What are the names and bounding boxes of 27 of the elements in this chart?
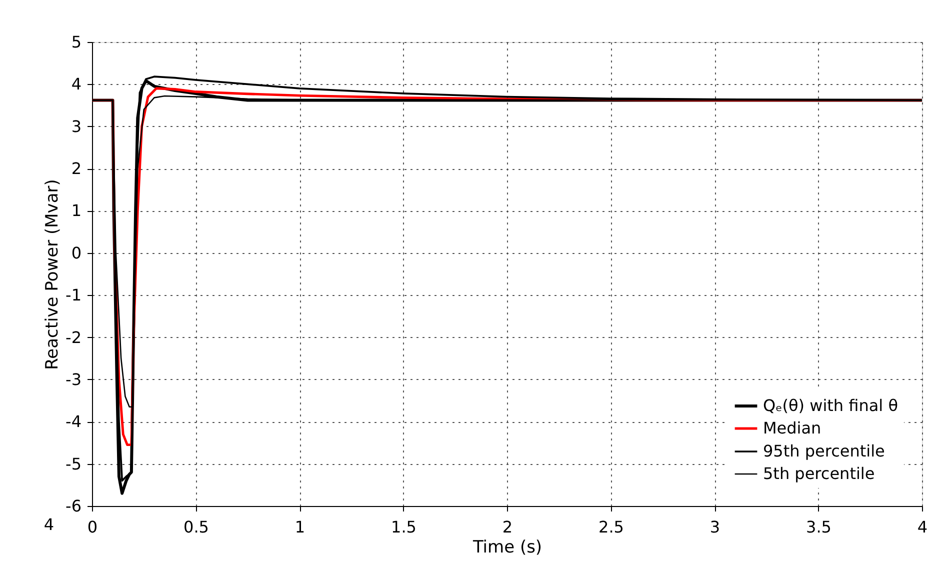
legend-label: Qₑ(θ) with final θ bbox=[763, 396, 898, 415]
x-tick-label: 2 bbox=[502, 518, 513, 536]
y-tick-label: -3 bbox=[66, 370, 82, 389]
y-tick-label: -5 bbox=[66, 454, 82, 474]
y-tick-label: 5 bbox=[71, 32, 82, 52]
x-axis-title: Time (s) bbox=[472, 538, 542, 558]
y-tick-label: 2 bbox=[71, 159, 82, 178]
y-tick-label: 3 bbox=[71, 116, 82, 136]
legend-label: Median bbox=[763, 418, 822, 438]
y-tick-label: -1 bbox=[66, 286, 82, 305]
y-axis-title: Reactive Power (Mvar) bbox=[42, 179, 63, 370]
x-tick-label: 4 bbox=[917, 518, 928, 536]
legend-label: 5th percentile bbox=[763, 464, 875, 483]
x-tick-label: 1 bbox=[294, 518, 306, 536]
x-tick-label: 2.5 bbox=[598, 518, 624, 536]
legend-label: 95th percentile bbox=[763, 442, 885, 460]
y-tick-label: -6 bbox=[66, 496, 82, 516]
y-tick-label: -4 bbox=[66, 412, 82, 432]
y-tick-label: 4 bbox=[71, 74, 82, 94]
x-tick-label: 1.5 bbox=[391, 518, 416, 536]
y-tick-label: 1 bbox=[71, 201, 82, 220]
x-tick-label: 0 bbox=[87, 518, 98, 536]
x-tick-label: 0.5 bbox=[184, 518, 209, 536]
x-tick-label: 3.5 bbox=[806, 518, 832, 536]
y-tick-label: 0 bbox=[71, 243, 82, 262]
x-tick-label: 3 bbox=[710, 518, 720, 536]
y-tick-label: -2 bbox=[66, 328, 82, 347]
